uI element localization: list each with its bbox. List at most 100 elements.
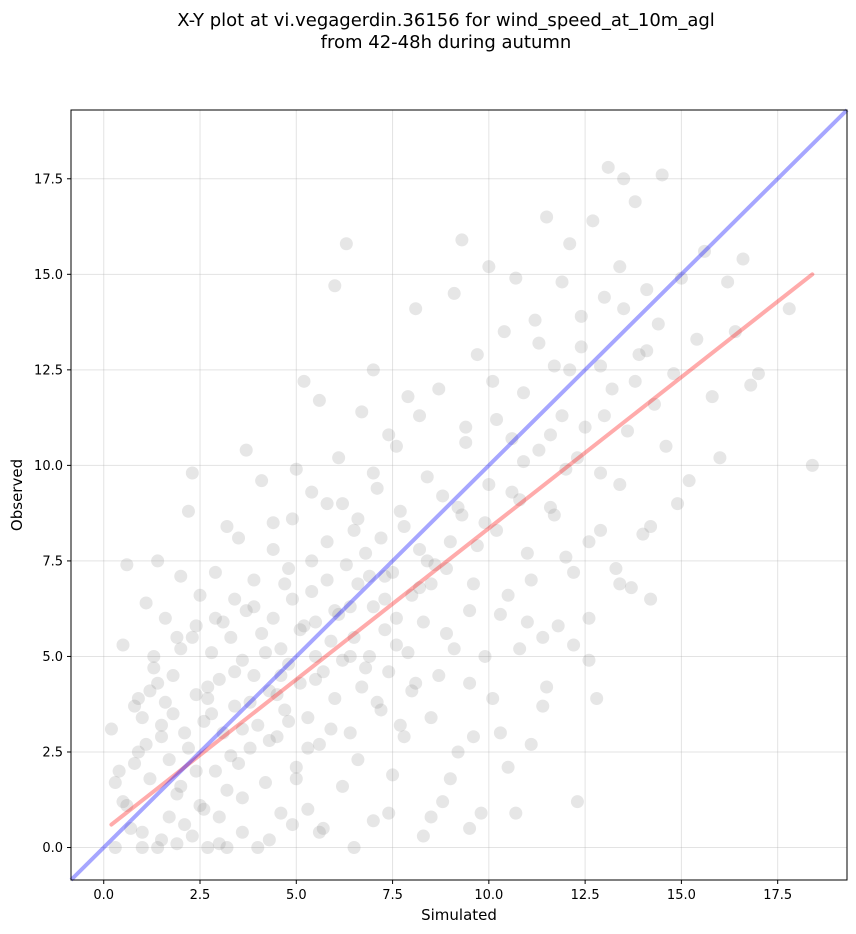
y-tick-label-6: 15.0 <box>34 268 63 283</box>
data-point-150 <box>667 367 681 381</box>
data-point-300 <box>320 535 334 549</box>
data-point-313 <box>201 691 215 705</box>
data-point-22 <box>185 630 199 644</box>
data-point-238 <box>447 642 461 656</box>
data-point-106 <box>493 607 507 621</box>
data-point-95 <box>451 745 465 759</box>
data-point-57 <box>312 393 326 407</box>
data-point-128 <box>578 420 592 434</box>
data-point-266 <box>382 806 396 820</box>
x-tick-label-1: 2.5 <box>190 888 211 903</box>
data-point-260 <box>220 841 234 855</box>
data-point-306 <box>208 611 222 625</box>
data-point-219 <box>359 546 373 560</box>
data-point-248 <box>547 508 561 522</box>
data-point-183 <box>220 783 234 797</box>
data-point-191 <box>251 718 265 732</box>
data-point-139 <box>620 424 634 438</box>
data-point-105 <box>490 413 504 427</box>
data-point-314 <box>235 722 249 736</box>
data-point-284 <box>582 653 596 667</box>
data-point-152 <box>674 271 688 285</box>
y-axis-label: Observed <box>8 459 26 531</box>
data-point-59 <box>320 497 334 511</box>
data-point-135 <box>605 382 619 396</box>
data-point-71 <box>362 569 376 583</box>
data-point-303 <box>266 516 280 530</box>
data-point-265 <box>347 841 361 855</box>
data-point-228 <box>393 718 407 732</box>
data-point-115 <box>528 313 542 327</box>
data-point-203 <box>297 619 311 633</box>
data-point-41 <box>255 474 269 488</box>
data-point-31 <box>216 615 230 629</box>
data-point-174 <box>174 642 188 656</box>
data-point-35 <box>232 531 246 545</box>
regression-fit-line <box>109 272 815 827</box>
data-point-144 <box>640 283 654 297</box>
data-point-185 <box>228 699 242 713</box>
data-point-286 <box>459 420 473 434</box>
data-point-304 <box>247 573 261 587</box>
data-point-272 <box>178 818 192 832</box>
identity-line <box>69 108 849 882</box>
data-point-242 <box>478 649 492 663</box>
data-point-114 <box>524 737 538 751</box>
data-point-297 <box>413 409 427 423</box>
data-point-26 <box>197 802 211 816</box>
data-point-305 <box>228 592 242 606</box>
data-point-157 <box>713 451 727 465</box>
data-point-194 <box>262 684 276 698</box>
data-point-55 <box>305 554 319 568</box>
data-point-98 <box>463 676 477 690</box>
data-point-179 <box>205 646 219 660</box>
data-point-226 <box>386 565 400 579</box>
data-point-298 <box>351 512 365 526</box>
data-point-32 <box>220 520 234 534</box>
data-point-127 <box>574 340 588 354</box>
data-point-159 <box>728 325 742 339</box>
data-point-64 <box>336 779 350 793</box>
data-point-34 <box>228 665 242 679</box>
data-point-188 <box>239 604 253 618</box>
data-point-136 <box>609 562 623 576</box>
data-point-94 <box>447 286 461 300</box>
data-point-273 <box>212 837 226 851</box>
data-point-89 <box>428 558 442 572</box>
data-point-61 <box>328 604 342 618</box>
data-point-84 <box>409 302 423 316</box>
chart-title-line2: from 42-48h during autumn <box>321 32 572 53</box>
data-point-281 <box>443 772 457 786</box>
data-point-104 <box>486 691 500 705</box>
data-point-256 <box>151 841 165 855</box>
data-point-162 <box>751 367 765 381</box>
data-point-50 <box>289 772 303 786</box>
data-point-68 <box>351 753 365 767</box>
data-point-293 <box>617 302 631 316</box>
data-point-217 <box>351 577 365 591</box>
x-tick-label-2: 5.0 <box>286 888 307 903</box>
data-point-163 <box>782 302 796 316</box>
data-point-56 <box>309 672 323 686</box>
data-point-53 <box>297 374 311 388</box>
data-point-254 <box>628 374 642 388</box>
data-point-151 <box>671 497 685 511</box>
data-point-52 <box>293 623 307 637</box>
data-point-96 <box>455 233 469 247</box>
data-point-54 <box>301 741 315 755</box>
data-point-79 <box>389 638 403 652</box>
data-point-146 <box>647 397 661 411</box>
data-point-263 <box>285 818 299 832</box>
data-point-28 <box>205 707 219 721</box>
data-point-301 <box>305 485 319 499</box>
data-point-257 <box>170 837 184 851</box>
data-point-247 <box>536 630 550 644</box>
data-point-90 <box>432 382 446 396</box>
data-point-37 <box>239 443 253 457</box>
data-point-169 <box>147 661 161 675</box>
gridlines <box>71 110 847 880</box>
data-point-44 <box>266 542 280 556</box>
data-point-138 <box>617 172 631 186</box>
data-point-264 <box>312 825 326 839</box>
data-point-212 <box>332 607 346 621</box>
